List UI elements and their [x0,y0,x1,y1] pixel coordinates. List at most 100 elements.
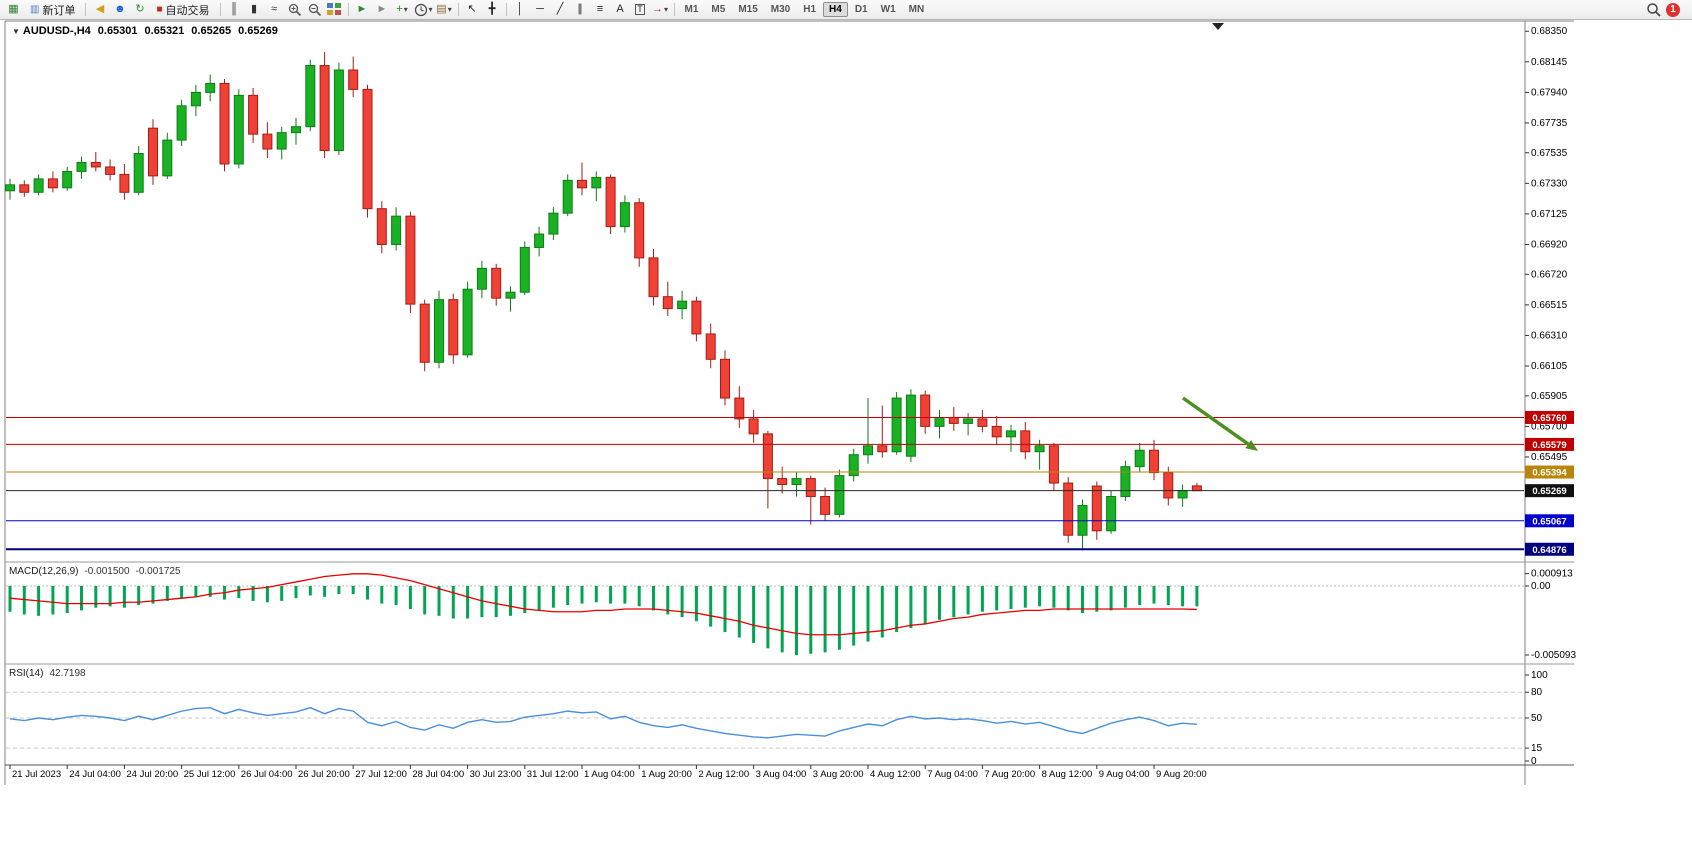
candle [534,233,545,248]
macd-signal-value: -0.001725 [135,566,181,577]
fibonacci-icon[interactable]: ≡ [591,1,610,18]
candle [434,299,444,363]
text-icon[interactable]: A [611,1,630,18]
timeframe-mn-button[interactable]: MN [908,4,925,15]
zoom-in-icon[interactable] [285,1,304,18]
candle [105,166,116,175]
crosshair-icon[interactable]: ╋ [483,1,502,18]
auto-scroll-icon[interactable]: ► [353,1,372,18]
price-axis-label: 0.67535 [1531,148,1568,159]
vertical-line-icon[interactable]: │ [511,1,530,18]
price-line-label: 0.65579 [1532,440,1566,451]
chart-info-line: ▼ AUDUSD-,H4 0.65301 0.65321 0.65265 0.65269 [12,25,278,37]
candle [991,425,1002,438]
rsi-line [9,706,1197,739]
candle [491,267,502,299]
candlestick-mode-icon[interactable]: ▮ [245,1,264,18]
rsi-axis-label: 15 [1531,743,1543,754]
time-axis-label: 9 Aug 04:00 [1099,769,1150,780]
line-chart-mode-icon-glyph: ≈ [270,3,278,15]
price-axis-label: 0.67940 [1531,87,1568,98]
new-order-button[interactable]: ▥ 新订单 [24,1,81,18]
bar-chart-mode-icon[interactable]: ║ [225,1,244,18]
candle [362,88,373,210]
candle [462,288,473,356]
price-axis-label: 0.67330 [1531,178,1568,189]
new-order-button-label: 新订单 [42,4,76,17]
timeframe-m15-button[interactable]: M15 [738,4,758,15]
equidistant-channel-icon[interactable]: ∥ [571,1,590,18]
zoom-out-icon[interactable] [305,1,324,18]
candle [905,394,916,457]
tile-windows-icon[interactable] [325,1,344,18]
candle [1063,482,1074,536]
timeframe-h4-button[interactable]: H4 [823,2,848,17]
candle [419,303,430,363]
candle [519,246,530,293]
cursor-icon[interactable]: ↖ [463,1,482,18]
price-axis-label: 0.68145 [1531,57,1568,68]
candle [762,433,773,480]
price-line-label: 0.65760 [1532,413,1566,424]
candle [133,153,144,193]
price-line-label-box [1525,410,1574,424]
price-axis-label: 0.67735 [1531,118,1568,129]
rsi-axis-label: 0 [1531,756,1537,767]
candle [591,176,602,189]
new-chart-icon[interactable]: ▦ [4,1,23,18]
timeframe-m5-button[interactable]: M5 [711,4,726,15]
candle [948,416,959,424]
price-line-label-box [1525,514,1574,528]
templates-icon[interactable]: ▤ ▾ [435,1,454,18]
arrows-tool-icon-glyph: → [652,3,663,15]
symbol-label: AUDUSD-,H4 [22,25,91,37]
price-axis-label: 0.65700 [1531,421,1568,432]
candle [305,65,316,128]
equidistant-channel-icon-glyph: ∥ [577,3,583,15]
time-axis-label: 1 Aug 04:00 [584,769,635,780]
arrow-object-line[interactable] [1181,396,1250,446]
candle [391,215,402,245]
crosshair-icon-glyph: ╋ [488,3,496,15]
timeframe-m30-button[interactable]: M30 [770,4,791,15]
horizontal-line-icon[interactable]: ─ [531,1,550,18]
trendline-icon[interactable]: ╱ [551,1,570,18]
timeframe-d1-button[interactable]: D1 [854,4,868,15]
community-icon[interactable]: ☻ [110,1,129,18]
symbol-dropdown-icon[interactable]: ▼ [12,27,20,36]
search-icon[interactable] [1644,1,1663,18]
candle [777,478,788,486]
indicators-icon[interactable]: + ▾ [393,1,412,18]
text-label-icon[interactable]: T [631,1,650,18]
chart-shift-icon[interactable]: ► [373,1,392,18]
market-watch-icon-glyph: ◀ [95,3,105,15]
auto-scroll-icon-glyph: ► [356,3,368,15]
price-axis-label: 0.66515 [1531,300,1568,311]
text-label-icon-glyph: T [635,4,645,15]
time-axis-label: 27 Jul 12:00 [355,769,407,780]
arrows-tool-icon[interactable]: → ▾ [651,1,670,18]
timeframe-w1-button[interactable]: W1 [880,4,896,15]
candle [791,478,802,486]
candle [1177,490,1188,499]
time-axis-label: 24 Jul 04:00 [69,769,121,780]
price-line-label: 0.64876 [1532,545,1566,556]
timeframe-h1-button[interactable]: H1 [803,4,817,15]
macd-axis-label: -0.005093 [1531,650,1576,661]
candle [820,495,831,515]
arrow-object-head[interactable] [1245,439,1258,451]
candle [119,173,130,193]
line-chart-mode-icon[interactable]: ≈ [265,1,284,18]
rsi-value: 42.7198 [49,668,86,679]
auto-trading-button[interactable]: ■ 自动交易 [150,1,215,18]
chart-shift-marker[interactable] [1212,23,1224,30]
toolbar: ▦ ▥ 新订单 ◀ ☻ ↻ ■ 自动交易 ║ ▮ ≈ ► ► + ▾ ▾ ▤ ▾ ↖ ╋ │ ─ ╱ ∥ ≡ A T → ▾ M1 M5 M1… [0,0,1692,20]
refresh-icon[interactable]: ↻ [130,1,149,18]
price-axis-label: 0.66920 [1531,239,1568,250]
toolbar-separator [505,3,507,16]
candle [90,161,101,168]
timeframe-m1-button[interactable]: M1 [684,4,699,15]
notification-badge[interactable]: 1 [1666,2,1680,17]
market-watch-icon[interactable]: ◀ [90,1,109,18]
periods-icon[interactable]: ▾ [413,1,434,18]
